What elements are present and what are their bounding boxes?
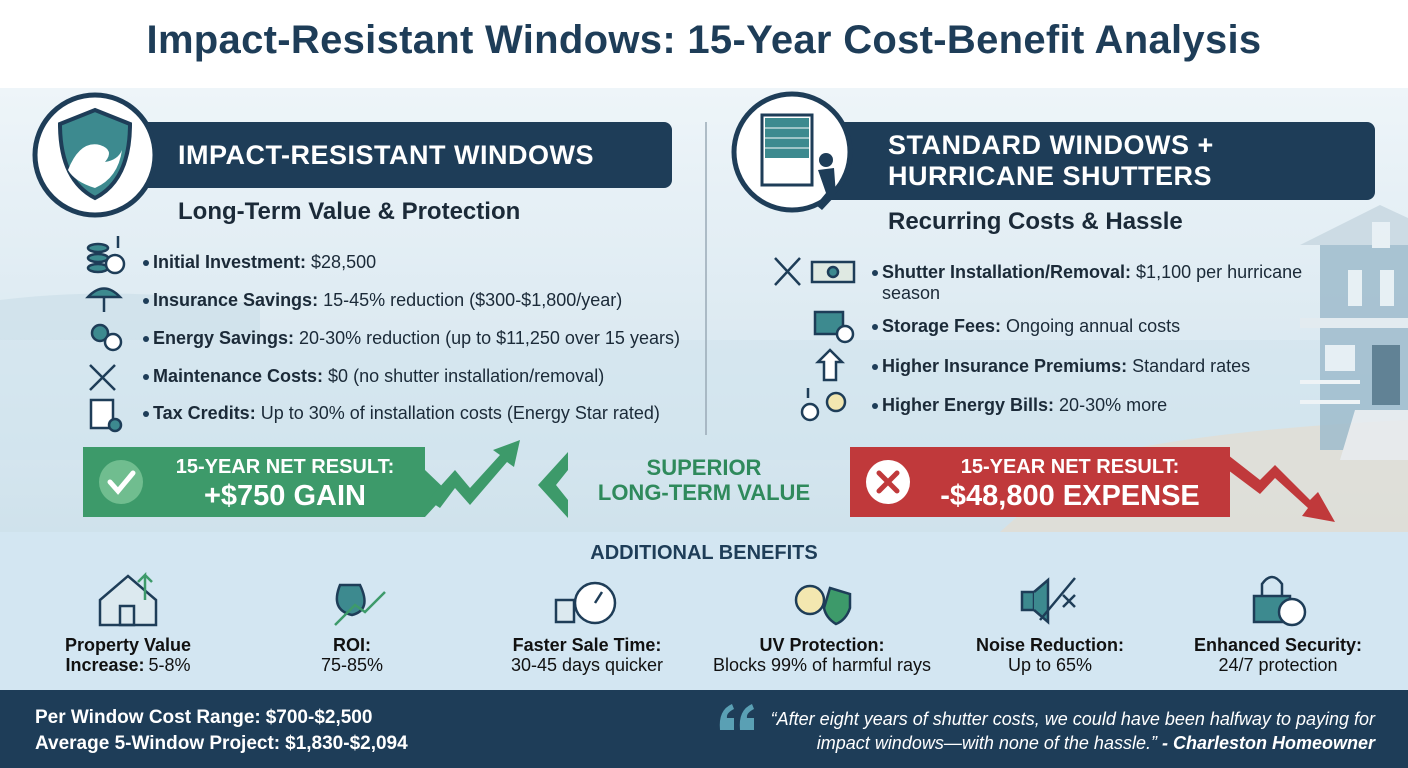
benefit: Property Value Increase: 5-8% xyxy=(43,635,213,675)
item-text: 20-30% more xyxy=(1059,395,1168,415)
item-text: Up to 30% of installation costs (Energy … xyxy=(260,403,660,423)
wave-icon xyxy=(68,144,122,188)
cost-value: $1,830-$2,094 xyxy=(285,733,408,754)
cost-label: Per Window Cost Range: xyxy=(35,707,261,728)
left-item: Initial Investment: $28,500 xyxy=(142,252,377,273)
item-text: $1,100 per hurricane season xyxy=(882,262,1303,303)
benefit-value: 5-8% xyxy=(148,655,191,675)
callout-line: SUPERIOR xyxy=(646,455,762,480)
benefit-icons xyxy=(98,571,1307,627)
item-label: Shutter Installation/Removal: xyxy=(882,262,1132,282)
left-item: Insurance Savings: 15-45% reduction ($300… xyxy=(142,290,623,311)
shutter-icon xyxy=(760,113,836,210)
right-item: Storage Fees: Ongoing annual costs xyxy=(871,316,1181,337)
check-circle xyxy=(99,460,143,504)
benefits-band xyxy=(0,532,1408,690)
benefit: Faster Sale Time: 30-45 days quicker xyxy=(472,635,702,675)
left-banner xyxy=(120,122,672,188)
right-item: Higher Insurance Premiums: Standard rates xyxy=(871,356,1251,377)
right-subheading: Recurring Costs & Hassle xyxy=(888,208,1183,235)
benefit-value: 24/7 protection xyxy=(1218,655,1338,675)
left-item: Energy Savings: 20-30% reduction (up to $… xyxy=(143,328,680,349)
item-text: $0 (no shutter installation/removal) xyxy=(328,366,605,386)
center-callout: SUPERIOR LONG-TERM VALUE xyxy=(574,455,834,505)
item-label: Energy Savings: xyxy=(153,328,295,348)
item-label: Tax Credits: xyxy=(153,403,256,423)
right-result: 15-YEAR NET RESULT: -$48,800 EXPENSE xyxy=(915,455,1225,513)
left-item: Tax Credits: Up to 30% of installation co… xyxy=(143,403,660,424)
item-label: Insurance Savings: xyxy=(153,290,319,310)
title: Impact-Resistant Windows: 15-Year Cost-B… xyxy=(146,18,1262,62)
benefit: UV Protection: Blocks 99% of harmful rays xyxy=(707,635,937,675)
item-text: Ongoing annual costs xyxy=(1006,316,1181,336)
quote-attribution: - Charleston Homeowner xyxy=(1161,733,1375,753)
check-icon xyxy=(107,470,136,495)
benefit-label: Noise Reduction: xyxy=(975,635,1124,655)
right-result-box xyxy=(850,447,1230,517)
benefit-label: UV Protection: xyxy=(759,635,885,655)
item-label: Storage Fees: xyxy=(882,316,1002,336)
item-label: Initial Investment: xyxy=(153,252,307,272)
cost-line: Average 5-Window Project: $1,830-$2,094 xyxy=(35,731,408,757)
cost-line: Per Window Cost Range: $700-$2,500 xyxy=(35,705,408,731)
benefit-label: Enhanced Security: xyxy=(1193,635,1363,655)
right-heading: STANDARD WINDOWS + HURRICANE SHUTTERS xyxy=(888,130,1214,192)
benefit-value: 30-45 days quicker xyxy=(510,655,664,675)
left-item: Maintenance Costs: $0 (no shutter install… xyxy=(142,366,605,387)
benefit-value: Up to 65% xyxy=(1007,655,1093,675)
quote-mark xyxy=(719,704,754,730)
left-subheading: Long-Term Value & Protection xyxy=(178,198,521,225)
item-text: Standard rates xyxy=(1132,356,1251,376)
item-text: $28,500 xyxy=(311,252,377,272)
down-arrow xyxy=(1228,455,1335,522)
left-result: 15-YEAR NET RESULT: +$750 GAIN xyxy=(150,455,420,513)
heading-line: STANDARD WINDOWS + xyxy=(888,130,1214,160)
benefit: Enhanced Security: 24/7 protection xyxy=(1163,635,1393,675)
cost-summary: Per Window Cost Range: $700-$2,500 Averag… xyxy=(35,705,408,757)
benefit-value: Blocks 99% of harmful rays xyxy=(712,655,932,675)
right-banner xyxy=(800,122,1375,200)
result-label: 15-YEAR NET RESULT: xyxy=(960,456,1180,478)
item-label: Higher Energy Bills: xyxy=(882,395,1055,415)
item-text: 15-45% reduction ($300-$1,800/year) xyxy=(323,290,623,310)
house-illustration xyxy=(1300,205,1408,460)
right-item: Shutter Installation/Removal: $1,100 per … xyxy=(872,262,1322,304)
left-result-box xyxy=(83,447,448,517)
title-band xyxy=(0,0,1408,88)
heading-line: HURRICANE SHUTTERS xyxy=(888,161,1213,191)
x-icon xyxy=(876,470,900,494)
result-label: 15-YEAR NET RESULT: xyxy=(175,456,395,478)
up-arrow xyxy=(428,440,520,508)
cost-value: $700-$2,500 xyxy=(265,707,373,728)
left-heading: IMPACT-RESISTANT WINDOWS xyxy=(178,140,594,170)
right-item: Higher Energy Bills: 20-30% more xyxy=(871,395,1168,416)
item-icons xyxy=(774,257,856,422)
distant-hill xyxy=(0,293,260,340)
benefit: ROI: 75-85% xyxy=(237,635,467,675)
benefits-title: ADDITIONAL BENEFITS xyxy=(590,542,818,564)
cost-label: Average 5-Window Project: xyxy=(35,733,281,754)
item-label: Maintenance Costs: xyxy=(153,366,324,386)
left-chevron xyxy=(538,452,568,518)
result-value: -$48,800 EXPENSE xyxy=(940,480,1200,512)
item-text: 20-30% reduction (up to $11,250 over 15 … xyxy=(299,328,680,348)
item-icons xyxy=(85,236,126,433)
testimonial: “After eight years of shutter costs, we … xyxy=(755,707,1375,755)
footer-band xyxy=(0,690,1408,768)
sea xyxy=(0,340,1408,460)
benefit-label: Faster Sale Time: xyxy=(512,635,662,655)
item-label: Higher Insurance Premiums: xyxy=(882,356,1128,376)
benefit-value: 75-85% xyxy=(320,655,384,675)
quote-text: “After eight years of shutter costs, we … xyxy=(770,709,1375,753)
benefit: Noise Reduction: Up to 65% xyxy=(935,635,1165,675)
benefit-label: ROI: xyxy=(333,635,371,655)
benefit-label: Property Value Increase: xyxy=(64,635,192,675)
result-value: +$750 GAIN xyxy=(203,480,366,512)
callout-line: LONG-TERM VALUE xyxy=(597,480,811,505)
